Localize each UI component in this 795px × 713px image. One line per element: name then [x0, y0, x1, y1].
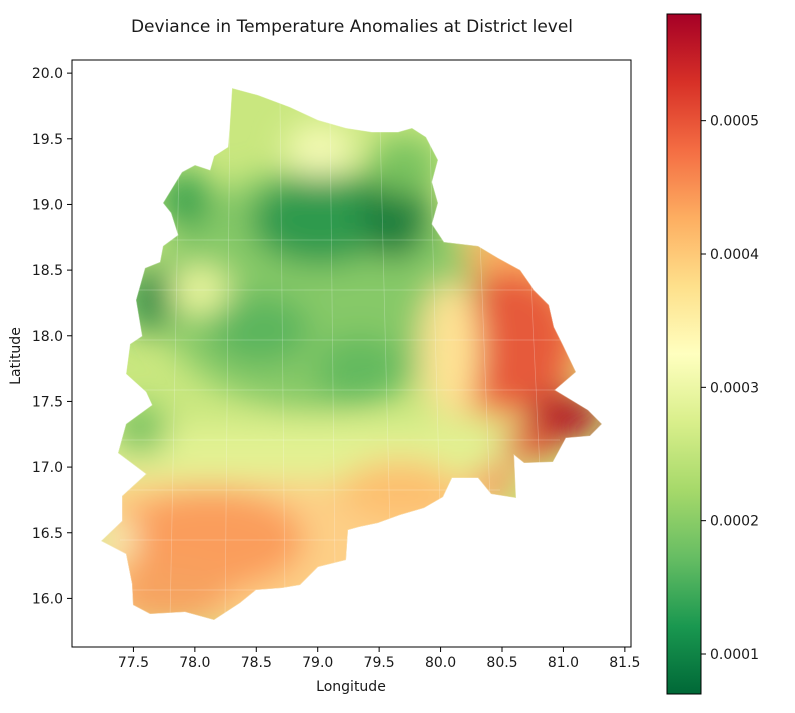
x-tick-label: 80.5: [486, 655, 517, 671]
y-tick-label: 18.5: [32, 263, 63, 279]
y-axis-ticks: 16.0 16.5 17.0 17.5 18.0 18.5 19.0 19.5 20.0: [32, 66, 72, 607]
y-tick-label: 18.0: [32, 329, 63, 345]
colorbar-tick-label: 0.0002: [710, 514, 759, 530]
y-tick-label: 19.5: [32, 132, 63, 148]
y-tick-label: 17.0: [32, 460, 63, 476]
y-tick-label: 16.0: [32, 591, 63, 607]
colorbar-tick-label: 0.0001: [710, 647, 759, 663]
colorbar-tick-label: 0.0005: [710, 114, 759, 130]
x-tick-label: 81.0: [548, 655, 579, 671]
x-tick-label: 79.5: [364, 655, 395, 671]
x-tick-label: 80.0: [425, 655, 456, 671]
x-tick-label: 78.0: [179, 655, 210, 671]
y-tick-label: 19.0: [32, 197, 63, 213]
colorbar-ticks: 0.0001 0.0002 0.0003 0.0004 0.0005: [701, 114, 759, 663]
state-map: [101, 88, 602, 620]
colorbar-tick-label: 0.0003: [710, 380, 759, 396]
y-tick-label: 20.0: [32, 66, 63, 82]
x-axis-ticks: 77.5 78.0 78.5 79.0 79.5 80.0 80.5 81.0 81.5: [118, 647, 640, 671]
x-axis-label: Longitude: [316, 679, 386, 695]
x-tick-label: 79.0: [302, 655, 333, 671]
x-tick-label: 78.5: [241, 655, 272, 671]
colorbar: [666, 13, 702, 695]
y-tick-label: 17.5: [32, 394, 63, 410]
y-axis-label: Latitude: [8, 327, 24, 385]
x-tick-label: 81.5: [609, 655, 640, 671]
x-tick-label: 77.5: [118, 655, 149, 671]
plot-frame: [71, 59, 632, 648]
colorbar-tick-label: 0.0004: [710, 247, 759, 263]
y-tick-label: 16.5: [32, 526, 63, 542]
chart-title: Deviance in Temperature Anomalies at Dis…: [131, 17, 573, 37]
